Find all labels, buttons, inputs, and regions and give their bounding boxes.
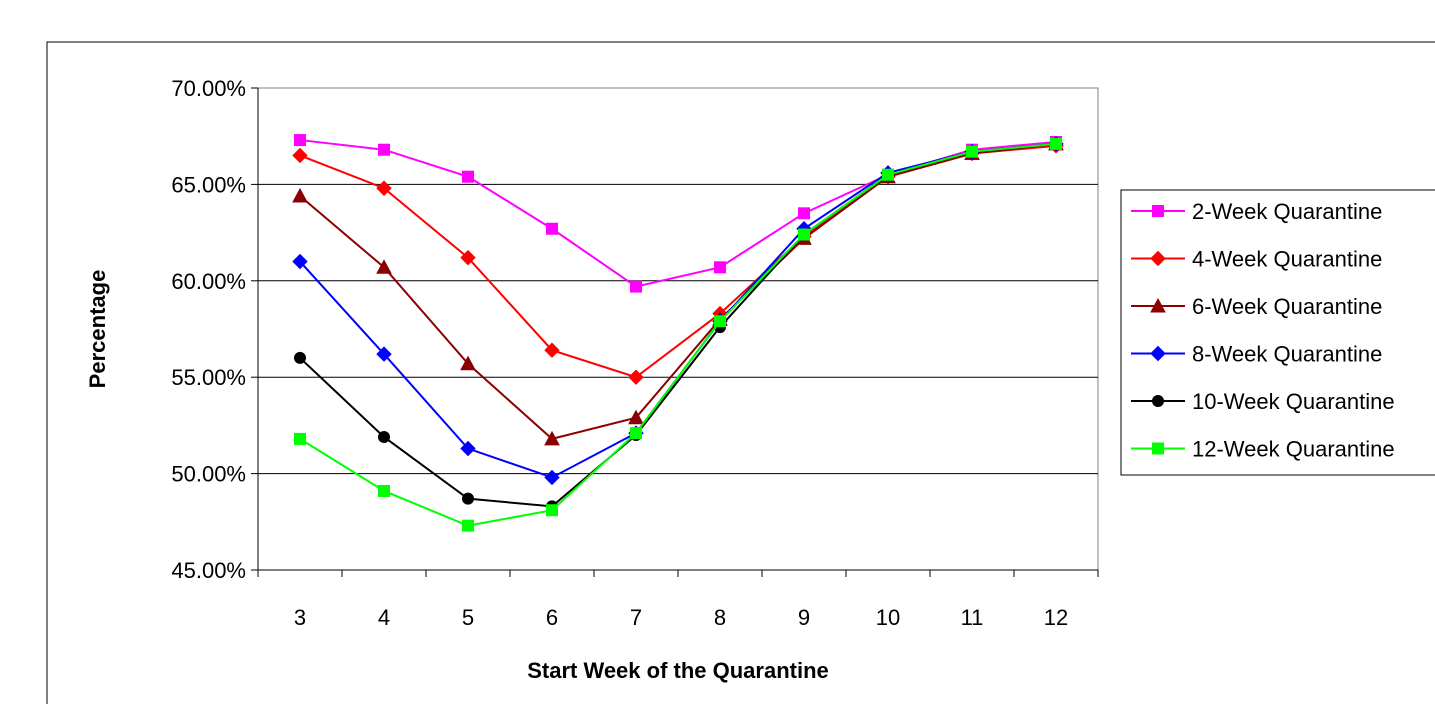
series-6 bbox=[294, 137, 1062, 532]
legend-entry: 2-Week Quarantine bbox=[1131, 199, 1382, 224]
legend-marker bbox=[1150, 345, 1166, 362]
data-point bbox=[966, 145, 978, 158]
legend-entry: 12-Week Quarantine bbox=[1131, 437, 1395, 462]
data-point bbox=[544, 469, 560, 486]
x-tick-label: 8 bbox=[714, 605, 726, 630]
legend-entry: 8-Week Quarantine bbox=[1131, 342, 1382, 367]
data-point bbox=[546, 504, 558, 517]
x-tick-label: 12 bbox=[1044, 605, 1068, 630]
data-point bbox=[630, 427, 642, 440]
y-tick-label: 60.00% bbox=[171, 269, 246, 294]
legend-label: 8-Week Quarantine bbox=[1192, 342, 1382, 367]
x-tick-label: 10 bbox=[876, 605, 900, 630]
data-point bbox=[294, 351, 306, 364]
y-tick-label: 50.00% bbox=[171, 462, 246, 487]
legend-marker bbox=[1150, 250, 1166, 267]
data-point bbox=[294, 432, 306, 445]
legend-marker bbox=[1152, 205, 1164, 217]
legend: 2-Week Quarantine 4-Week Quarantine 6-Week… bbox=[1120, 189, 1435, 476]
data-point bbox=[378, 484, 390, 497]
data-point bbox=[378, 430, 390, 443]
data-point bbox=[546, 222, 558, 235]
data-point bbox=[460, 355, 476, 371]
data-point bbox=[630, 280, 642, 293]
axes: 45.00% 50.00% 55.00% 60.00% 65.00% 70.00% 3 4 5 6… bbox=[171, 76, 1099, 630]
series-line bbox=[299, 142, 1057, 440]
y-tick-label: 45.00% bbox=[171, 558, 246, 583]
data-point bbox=[1050, 137, 1062, 150]
data-point bbox=[628, 409, 644, 425]
x-tick-label: 9 bbox=[798, 605, 810, 630]
x-tick-label: 7 bbox=[630, 605, 642, 630]
data-point bbox=[378, 143, 390, 156]
x-tick-label: 4 bbox=[378, 605, 390, 630]
legend-marker bbox=[1152, 442, 1164, 455]
data-point bbox=[462, 170, 474, 183]
data-point bbox=[292, 253, 308, 270]
data-point bbox=[294, 134, 306, 147]
legend-label: 12-Week Quarantine bbox=[1192, 437, 1395, 462]
data-point bbox=[292, 147, 308, 164]
y-axis-title: Percentage bbox=[85, 270, 110, 389]
data-point bbox=[882, 168, 894, 181]
data-point bbox=[376, 259, 392, 274]
legend-label: 10-Week Quarantine bbox=[1192, 389, 1395, 414]
legend-entry: 6-Week Quarantine bbox=[1131, 294, 1382, 319]
x-tick-label: 6 bbox=[546, 605, 558, 630]
legend-entry: 10-Week Quarantine bbox=[1131, 389, 1395, 414]
legend-entry: 4-Week Quarantine bbox=[1131, 247, 1382, 272]
data-point bbox=[292, 187, 308, 203]
y-tick-label: 55.00% bbox=[171, 365, 246, 390]
legend-label: 4-Week Quarantine bbox=[1192, 247, 1382, 272]
x-axis-title: Start Week of the Quarantine bbox=[527, 658, 829, 683]
data-point bbox=[628, 369, 644, 385]
gridlines bbox=[258, 183, 1098, 475]
data-point bbox=[462, 519, 474, 532]
plot-area bbox=[257, 87, 1099, 571]
data-point bbox=[798, 207, 810, 220]
data-point bbox=[376, 180, 392, 196]
series-group bbox=[292, 134, 1064, 532]
legend-label: 2-Week Quarantine bbox=[1192, 199, 1382, 224]
legend-marker bbox=[1150, 297, 1166, 313]
data-point bbox=[544, 430, 560, 446]
data-point bbox=[460, 249, 476, 266]
legend-marker bbox=[1152, 395, 1164, 407]
series-line bbox=[299, 142, 1057, 527]
data-point bbox=[714, 315, 726, 328]
data-point bbox=[798, 228, 810, 241]
x-tick-label: 11 bbox=[961, 605, 984, 630]
data-point bbox=[460, 440, 476, 457]
data-point bbox=[376, 346, 392, 362]
legend-box bbox=[1120, 189, 1435, 476]
y-tick-label: 70.00% bbox=[171, 76, 246, 101]
data-point bbox=[544, 342, 560, 358]
data-point bbox=[462, 492, 474, 505]
y-tick-label: 65.00% bbox=[171, 172, 246, 197]
legend-label: 6-Week Quarantine bbox=[1192, 294, 1382, 319]
x-tick-label: 3 bbox=[294, 605, 306, 630]
data-point bbox=[714, 261, 726, 274]
x-tick-label: 5 bbox=[462, 605, 474, 630]
